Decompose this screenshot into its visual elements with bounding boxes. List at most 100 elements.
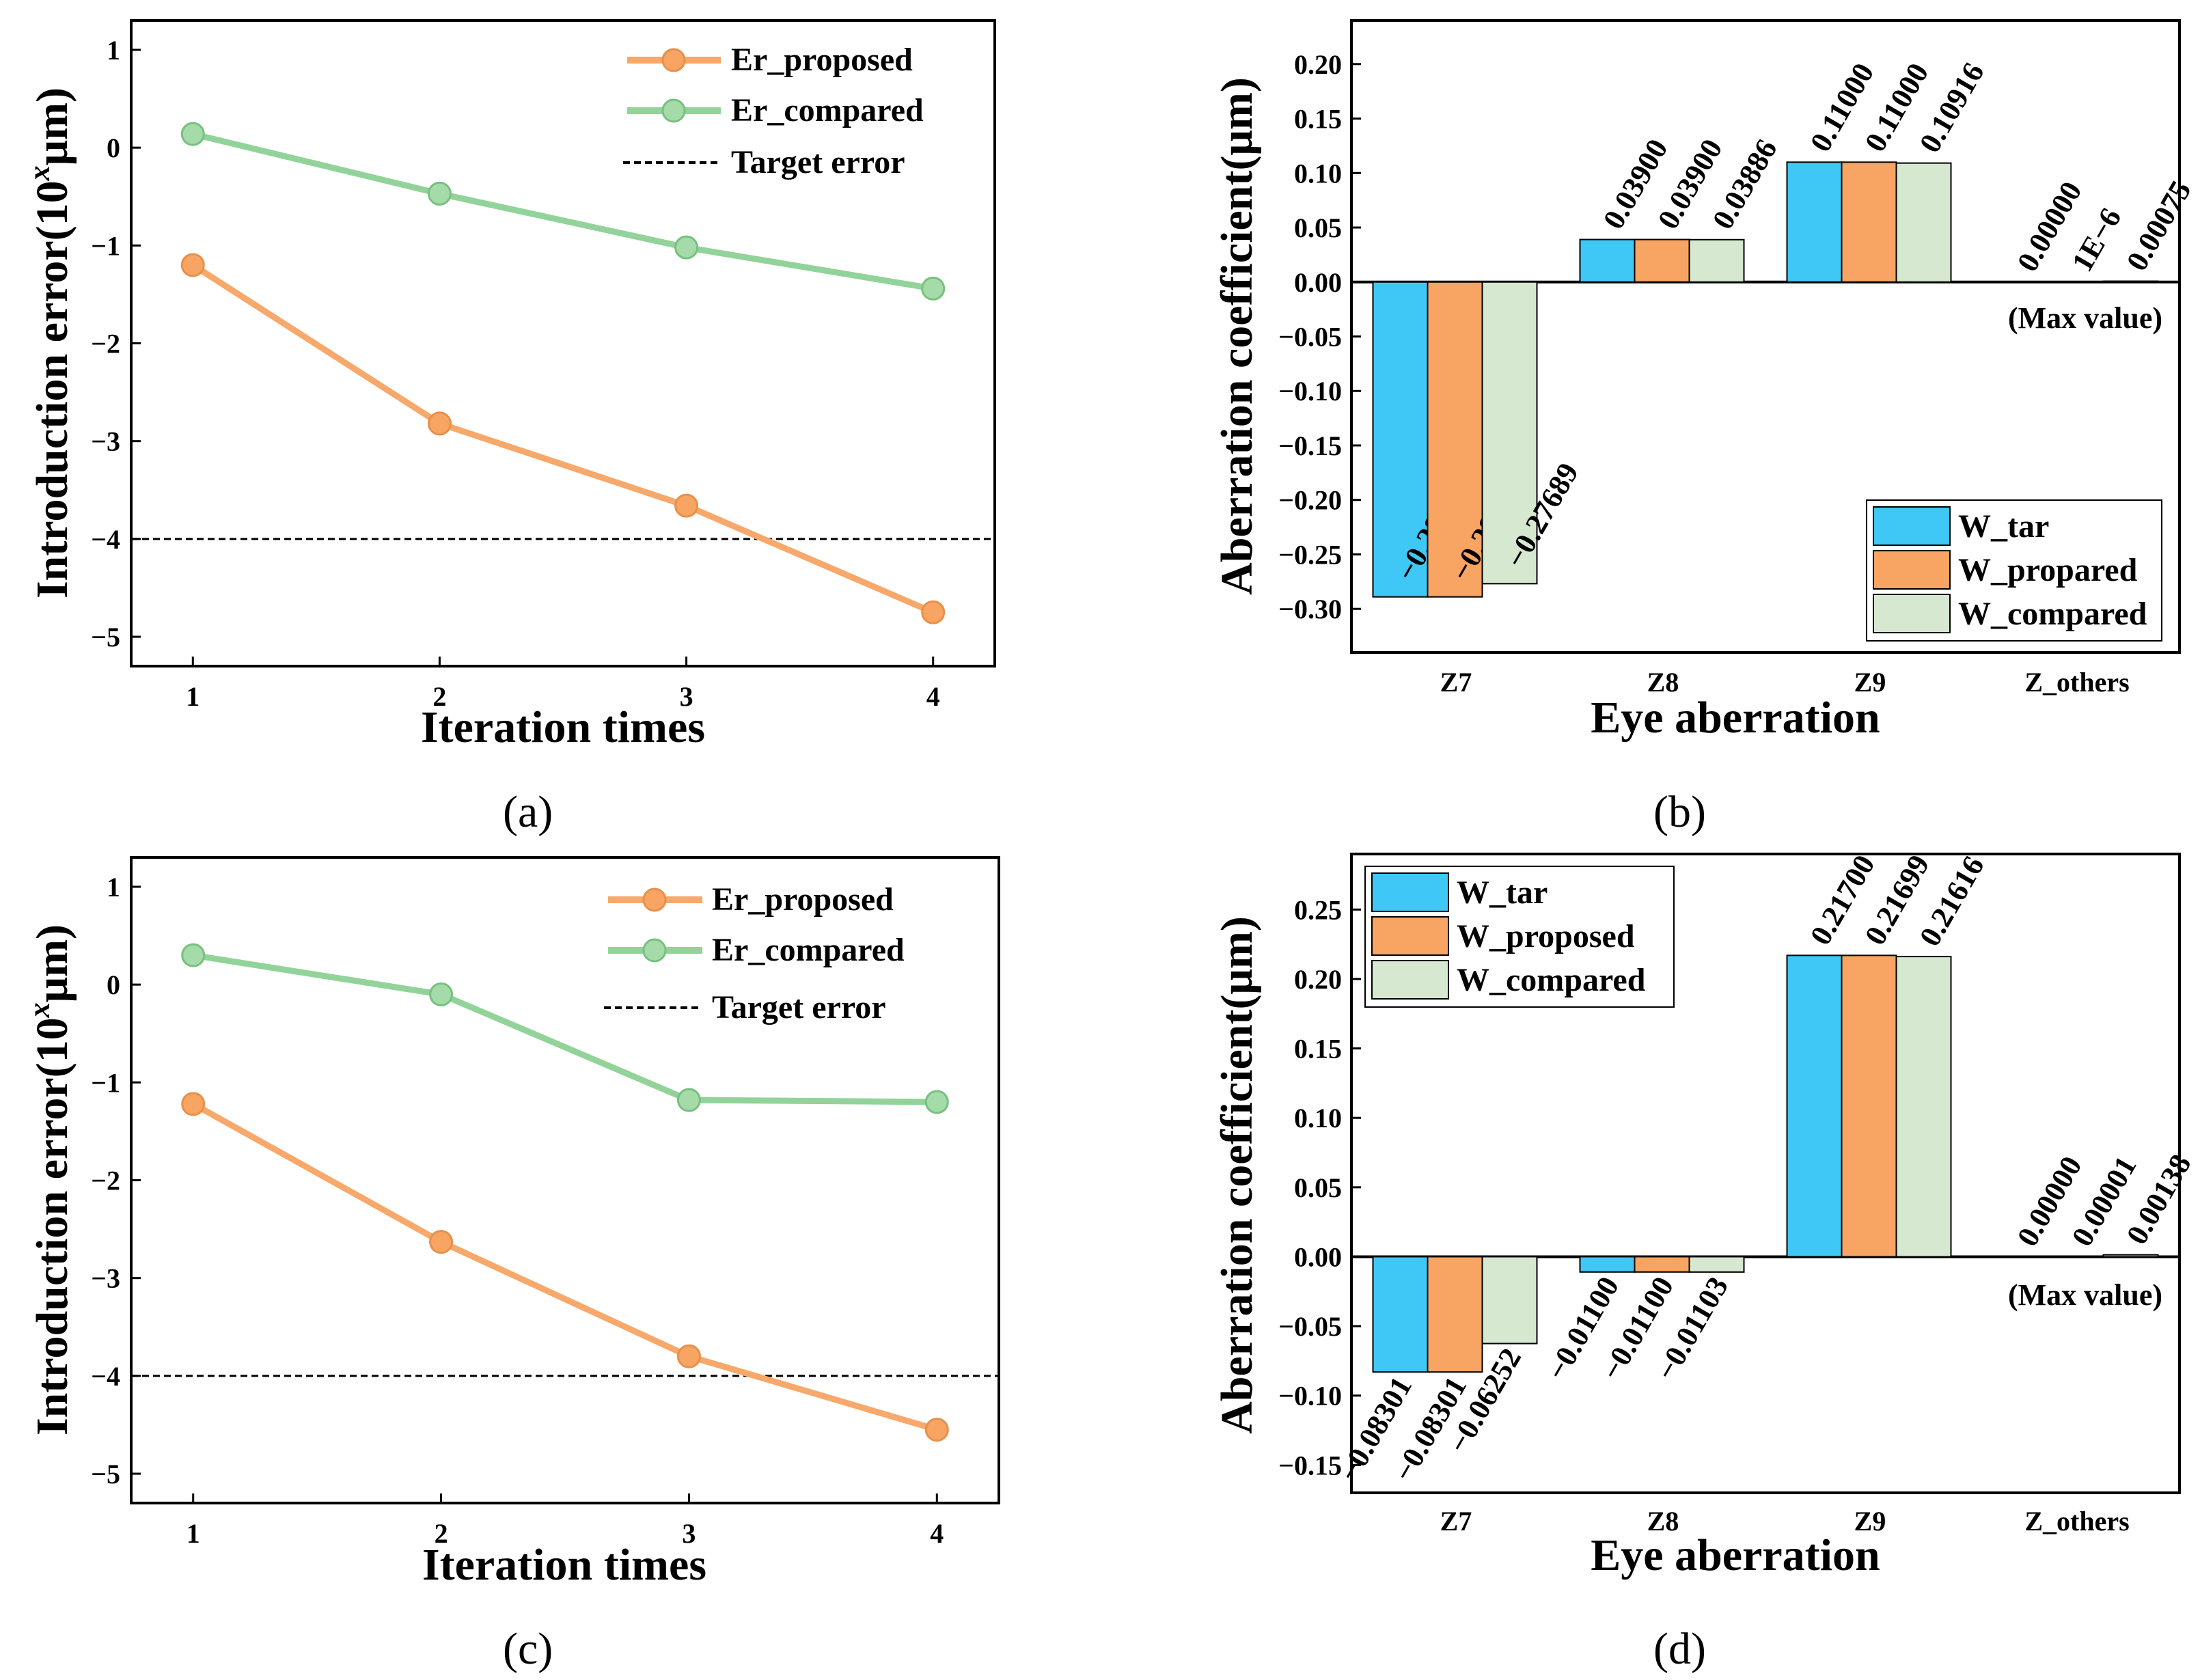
- y-tick-label: −1: [91, 230, 120, 261]
- data-point-er-proposed: [676, 1344, 701, 1368]
- y-tick-label: −0.05: [1278, 322, 1342, 353]
- x-ticks: 1 2 3 4: [186, 657, 940, 712]
- data-point-er-compared: [427, 181, 452, 206]
- y-tick-label: 0.20: [1294, 49, 1342, 80]
- y-tick-label: −3: [91, 426, 120, 457]
- legend-label-er-compared: Er_compared: [731, 92, 924, 128]
- bar-w-propared: [1427, 281, 1483, 598]
- y-tick-label: 0.15: [1294, 1034, 1342, 1064]
- legend-label-w-compared: W_compared: [1958, 596, 2147, 632]
- x-tick-label: 1: [187, 1518, 200, 1549]
- max-value-annotation: (Max value): [2008, 301, 2162, 335]
- y-tick-label: −0.10: [1278, 1381, 1342, 1412]
- y-tick-label: 0.05: [1294, 212, 1342, 243]
- panel-caption: (b): [1653, 787, 1706, 837]
- data-marks: [131, 943, 999, 1442]
- data-point-er-proposed: [924, 1418, 949, 1442]
- x-tick-label: 3: [682, 1518, 696, 1549]
- legend-label-w-proposed: W_proposed: [1457, 918, 1635, 954]
- data-point-er-compared: [429, 982, 454, 1006]
- y-axis-title-sup: x: [23, 165, 56, 181]
- x-axis-title: Iteration times: [421, 702, 705, 752]
- y-tick-label: −4: [91, 1361, 120, 1392]
- x-tick-label: Z7: [1440, 1506, 1472, 1537]
- panel-c: 1 0 −1 −2 −3 −4 −5 1 2 3 4 Introduction error(10x…: [23, 856, 1000, 1674]
- y-tick-label: −0.10: [1278, 376, 1342, 407]
- x-tick-label: Z8: [1647, 1506, 1679, 1537]
- legend-swatch-w-tar: [1873, 506, 1951, 546]
- panel-a: 1 0 −1 −2 −3 −4 −5 1 2 3 4 Introduction error(10x…: [23, 19, 996, 837]
- legend-swatch-w-tar: [1371, 872, 1449, 912]
- x-axis-title: Eye aberration: [1591, 693, 1880, 743]
- y-tick-label: 1: [107, 35, 120, 66]
- y-axis-title-sup: x: [23, 1002, 56, 1018]
- y-ticks: 0.20 0.15 0.10 0.05 0.00 −0.05 −0.10 −0.15 −0.20…: [1278, 49, 1361, 624]
- y-axis-title: Aberration coefficient(μm): [1212, 916, 1262, 1434]
- y-tick-label: −4: [91, 524, 120, 555]
- panel-caption: (d): [1653, 1624, 1706, 1674]
- y-tick-label: −2: [91, 1166, 120, 1196]
- y-axis-title-tail: μm): [27, 924, 77, 1002]
- y-tick-label: 0: [107, 133, 120, 163]
- plot-frame: [1350, 853, 2181, 1494]
- legend-swatch-w-proposed: [1371, 916, 1449, 956]
- y-tick-label: −5: [91, 622, 120, 652]
- data-point-er-compared: [921, 276, 946, 301]
- y-tick-label: −0.20: [1278, 485, 1342, 516]
- panel-caption: (c): [503, 1624, 553, 1674]
- y-tick-label: 0.00: [1294, 1241, 1342, 1272]
- y-tick-label: −3: [91, 1263, 120, 1294]
- legend-label-target: Target error: [712, 989, 886, 1025]
- data-point-er-proposed: [180, 253, 205, 277]
- data-point-er-proposed: [429, 1230, 454, 1254]
- series-line-er-proposed: [191, 1101, 938, 1433]
- data-label: 0.00075: [2120, 175, 2198, 276]
- legend: W_tar W_proposed W_compared: [1364, 866, 1675, 1008]
- max-value-annotation: (Max value): [2008, 1278, 2162, 1312]
- y-tick-label: 0.05: [1294, 1172, 1342, 1203]
- data-marks: [131, 122, 995, 624]
- y-tick-label: −0.15: [1278, 430, 1342, 461]
- x-axis-title: Iteration times: [422, 1540, 706, 1590]
- series-line-er-proposed: [191, 262, 935, 616]
- y-tick-label: 0: [107, 969, 120, 1000]
- bar-w-compared: [1688, 238, 1745, 283]
- panel-d: 0.250.200.150.100.050.00−0.05−0.10−0.15 …: [1212, 849, 2198, 1674]
- series-line-er-compared: [192, 130, 934, 292]
- y-tick-label: −0.30: [1278, 594, 1342, 624]
- y-tick-label: 1: [107, 872, 120, 903]
- legend-swatch-w-propared: [1873, 550, 1951, 590]
- data-point-er-proposed: [427, 411, 452, 436]
- bar-w-propared: [1841, 161, 1897, 283]
- bar-w-proposed: [1841, 954, 1897, 1258]
- bar-w-compared: [1688, 1256, 1745, 1273]
- x-tick-label: Z_others: [2024, 1506, 2129, 1537]
- data-point-er-proposed: [921, 600, 946, 624]
- data-point-er-compared: [180, 122, 205, 146]
- bar-w-compared: [1481, 281, 1538, 585]
- y-ticks: 0.25 0.20 0.15 0.10 0.05 0.00 −0.05 −0.10 −0.15: [1278, 894, 1361, 1481]
- y-tick-label: 0.15: [1294, 104, 1342, 135]
- legend: Er_proposed Er_compared Target error: [623, 42, 924, 180]
- legend-swatch-w-compared: [1371, 960, 1449, 1000]
- x-tick-label: 2: [432, 681, 446, 712]
- bar-w-tar: [1786, 954, 1843, 1258]
- legend: W_tar W_propared W_compared: [1866, 499, 2162, 642]
- bar-w-proposed: [1634, 1256, 1690, 1273]
- data-marks: −0.28900−0.28900−0.276890.039000.039000.…: [1351, 57, 2198, 598]
- x-tick-label: Z_others: [2024, 667, 2129, 698]
- legend-label-w-compared: W_compared: [1457, 962, 1646, 998]
- x-tick-label: 1: [186, 681, 200, 712]
- bar-w-compared: [2102, 280, 2159, 283]
- y-tick-label: −0.05: [1278, 1311, 1342, 1342]
- data-point-er-proposed: [674, 493, 699, 518]
- x-tick-label: 2: [435, 1518, 448, 1549]
- y-tick-label: −1: [91, 1067, 120, 1098]
- x-tick-label: Z9: [1854, 1506, 1886, 1537]
- y-tick-label: 0.10: [1294, 1103, 1342, 1133]
- y-axis-title-tail: μm): [27, 87, 77, 165]
- data-point-er-proposed: [181, 1092, 206, 1116]
- bar-w-tar: [1786, 161, 1843, 283]
- bar-w-compared: [1481, 1256, 1538, 1345]
